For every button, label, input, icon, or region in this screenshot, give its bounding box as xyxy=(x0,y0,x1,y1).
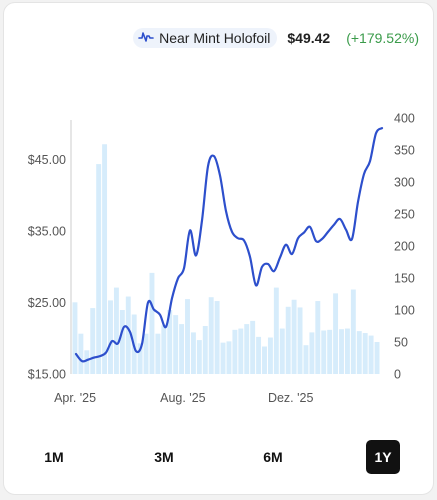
volume-bar xyxy=(350,289,356,374)
volume-bar xyxy=(368,335,374,374)
volume-bar xyxy=(279,328,285,374)
volume-bar xyxy=(285,306,291,374)
price-line xyxy=(74,127,384,363)
volume-bar xyxy=(155,333,161,374)
volume-bar xyxy=(321,330,327,374)
price-chart: $15.00 $25.00 $35.00 $45.00 0 50 100 150 200 250… xyxy=(28,112,415,406)
volume-bar xyxy=(291,299,297,374)
volume-bar xyxy=(262,346,267,374)
volume-bar xyxy=(220,342,226,374)
volume-bar xyxy=(161,325,167,374)
volume-bar xyxy=(344,328,350,374)
y-left-tick-label: $25.00 xyxy=(28,296,66,310)
y-left-tick-label: $45.00 xyxy=(28,153,66,167)
volume-bar xyxy=(167,310,173,374)
range-1y-button[interactable]: 1Y xyxy=(366,440,400,474)
volume-bar xyxy=(125,296,131,374)
y-right-tick-label: 50 xyxy=(394,336,408,350)
volume-bar xyxy=(267,337,273,374)
volume-bar xyxy=(374,342,380,374)
volume-bar xyxy=(244,324,250,374)
x-axis-ticks: Apr. '25 Aug. '25 Dez. '25 xyxy=(54,391,313,405)
volume-bar xyxy=(214,301,220,374)
volume-bar xyxy=(137,343,143,374)
right-axis-ticks: 0 50 100 150 200 250 300 350 400 xyxy=(394,112,415,382)
volume-bar xyxy=(185,299,190,374)
volume-bar xyxy=(96,164,102,374)
volume-bar xyxy=(273,287,279,374)
time-range-selector: 1M 3M 6M 1Y xyxy=(0,440,437,476)
x-tick-label: Dez. '25 xyxy=(268,391,314,405)
volume-bar xyxy=(179,324,185,374)
left-axis-ticks: $15.00 $25.00 $35.00 $45.00 xyxy=(28,153,66,381)
y-right-tick-label: 400 xyxy=(394,112,415,126)
volume-bars xyxy=(72,144,380,374)
chart-legend: Near Mint Holofoil $49.42 (+179.52%) xyxy=(133,27,419,49)
volume-bar xyxy=(119,310,125,374)
y-right-tick-label: 0 xyxy=(394,368,401,382)
x-tick-label: Apr. '25 xyxy=(54,391,96,405)
y-right-tick-label: 200 xyxy=(394,240,415,254)
volume-bar xyxy=(196,340,202,374)
volume-bar xyxy=(78,333,84,374)
legend-series-chip[interactable]: Near Mint Holofoil xyxy=(133,28,278,48)
range-3m-button[interactable]: 3M xyxy=(154,449,174,465)
volume-bar xyxy=(72,302,78,374)
volume-bar xyxy=(149,272,155,374)
y-right-tick-label: 300 xyxy=(394,176,415,190)
volume-bar xyxy=(309,332,315,374)
y-right-tick-label: 250 xyxy=(394,208,415,222)
volume-bar xyxy=(208,297,214,374)
volume-bar xyxy=(250,320,256,374)
volume-bar xyxy=(190,332,196,374)
volume-bar xyxy=(303,345,309,374)
volume-bar xyxy=(362,333,368,374)
chart-line-icon xyxy=(138,30,154,46)
price-change-percent: (+179.52%) xyxy=(346,30,419,46)
y-right-tick-label: 150 xyxy=(394,272,415,286)
x-tick-label: Aug. '25 xyxy=(160,391,206,405)
volume-bar xyxy=(327,329,333,374)
volume-bar xyxy=(173,315,179,374)
volume-bar xyxy=(238,328,244,374)
volume-bar xyxy=(315,301,321,374)
volume-bar xyxy=(202,326,208,374)
y-left-tick-label: $15.00 xyxy=(28,368,66,382)
volume-bar xyxy=(113,287,119,374)
volume-bar xyxy=(84,350,90,374)
y-right-tick-label: 100 xyxy=(394,304,415,318)
volume-bar xyxy=(339,329,344,374)
legend-series-name: Near Mint Holofoil xyxy=(159,30,271,46)
volume-bar xyxy=(333,293,339,374)
volume-bar xyxy=(102,144,108,374)
volume-bar xyxy=(90,308,96,374)
volume-bar xyxy=(356,331,362,374)
volume-bar xyxy=(232,329,238,374)
current-price: $49.42 xyxy=(287,30,331,46)
range-6m-button[interactable]: 6M xyxy=(263,449,283,465)
price-chart-card xyxy=(3,2,434,495)
y-left-tick-label: $35.00 xyxy=(28,225,66,239)
range-1m-button[interactable]: 1M xyxy=(44,449,64,465)
volume-bar xyxy=(297,307,303,374)
volume-bar xyxy=(256,336,262,374)
volume-bar xyxy=(226,341,232,374)
volume-bar xyxy=(143,333,149,374)
y-right-tick-label: 350 xyxy=(394,144,415,158)
volume-bar xyxy=(108,300,113,374)
